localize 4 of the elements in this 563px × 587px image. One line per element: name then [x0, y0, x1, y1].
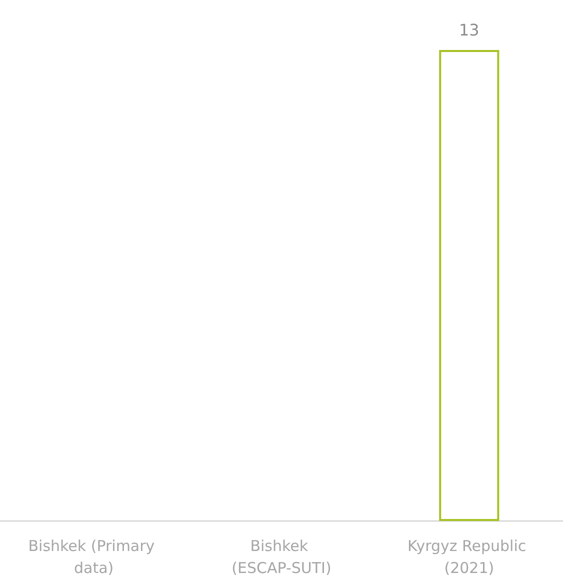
x-tick-label: Bishkek (ESCAP-SUTI) — [232, 537, 332, 577]
x-tick-label: Kyrgyz Republic (2021) — [407, 537, 531, 577]
x-tick-label: Bishkek (Primary data) — [28, 537, 160, 577]
data-label: 13 — [458, 20, 480, 40]
